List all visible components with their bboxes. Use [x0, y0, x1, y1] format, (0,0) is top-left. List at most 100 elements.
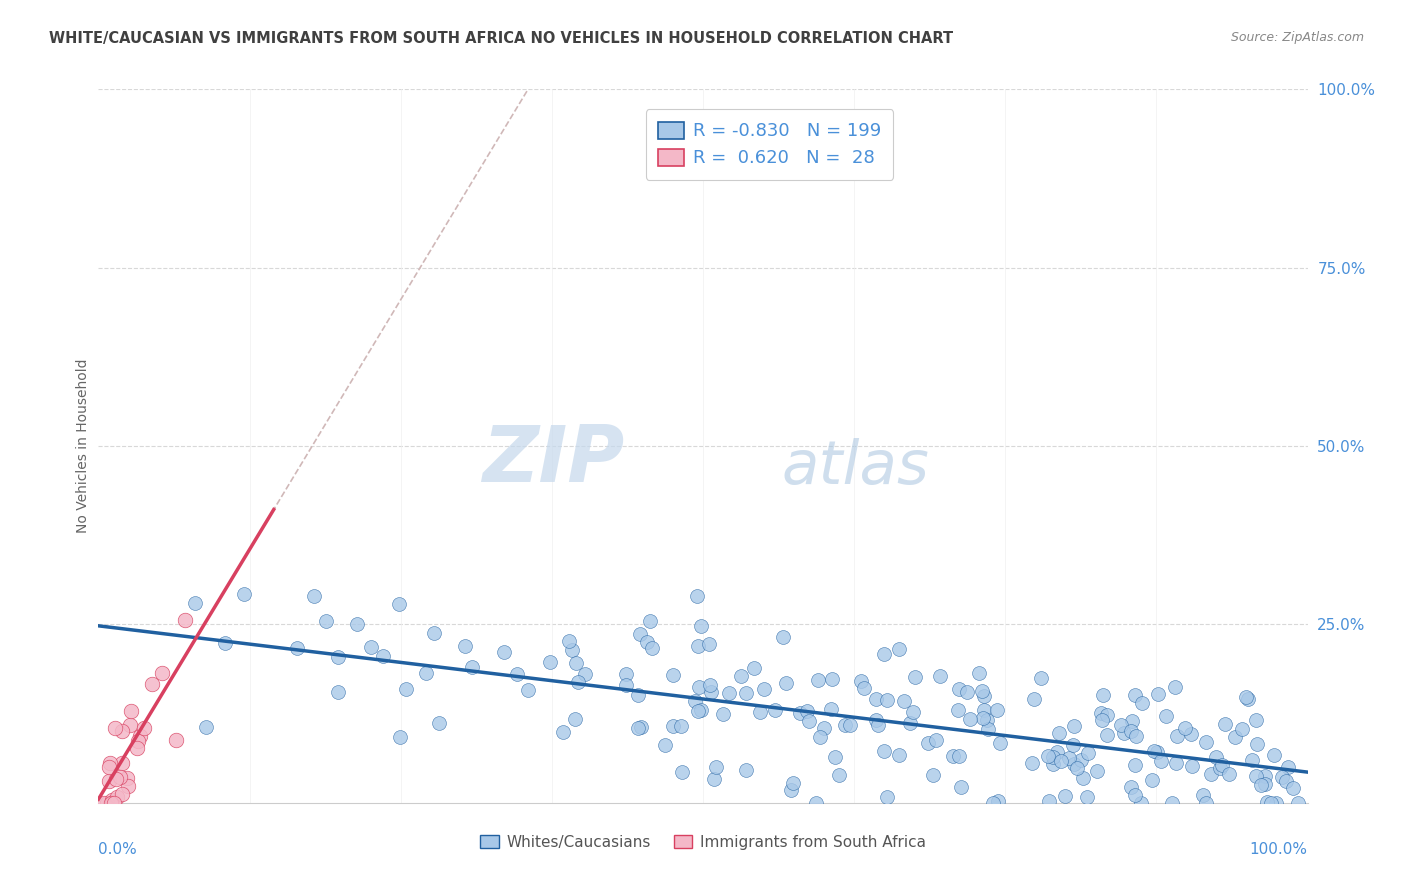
Point: [111, 724, 134, 739]
Point: [893, 694, 915, 708]
Point: [117, 779, 139, 793]
Point: [1244, 714, 1267, 728]
Point: [315, 614, 337, 628]
Point: [1260, 796, 1282, 810]
Point: [1140, 772, 1163, 787]
Point: [120, 718, 142, 732]
Point: [1195, 735, 1218, 749]
Point: [111, 787, 134, 801]
Point: [1191, 788, 1213, 802]
Point: [688, 639, 710, 653]
Point: [1205, 749, 1227, 764]
Point: [97, 760, 120, 774]
Point: [1022, 691, 1045, 706]
Point: [849, 673, 872, 688]
Point: [1123, 689, 1146, 703]
Point: [699, 678, 721, 692]
Point: [98, 756, 121, 770]
Point: [1236, 692, 1258, 706]
Point: [558, 634, 581, 648]
Point: [821, 672, 844, 686]
Point: [551, 724, 574, 739]
Point: [699, 637, 721, 651]
Point: [1282, 781, 1305, 796]
Point: [1095, 707, 1118, 722]
Point: [101, 793, 124, 807]
Point: [538, 655, 561, 669]
Point: [713, 707, 735, 722]
Point: [789, 706, 811, 720]
Point: [1241, 753, 1264, 767]
Point: [735, 685, 758, 699]
Point: [865, 691, 887, 706]
Point: [346, 616, 368, 631]
Point: [103, 796, 125, 810]
Point: [636, 634, 658, 648]
Point: [700, 685, 723, 699]
Point: [942, 748, 965, 763]
Point: [627, 721, 650, 735]
Point: [1063, 719, 1085, 733]
Point: [796, 705, 818, 719]
Point: [128, 729, 150, 743]
Point: [564, 712, 586, 726]
Point: [1066, 761, 1088, 775]
Point: [1090, 706, 1112, 720]
Point: [828, 768, 851, 782]
Point: [302, 589, 325, 603]
Point: [395, 682, 418, 697]
Point: [948, 749, 970, 764]
Text: atlas: atlas: [782, 438, 929, 497]
Point: [494, 646, 516, 660]
Text: 0.0%: 0.0%: [98, 842, 138, 857]
Point: [820, 701, 842, 715]
Point: [853, 681, 876, 695]
Point: [1181, 758, 1204, 772]
Point: [976, 714, 998, 728]
Point: [1042, 756, 1064, 771]
Point: [967, 665, 990, 680]
Point: [1036, 748, 1059, 763]
Point: [956, 685, 979, 699]
Point: [973, 703, 995, 717]
Point: [1265, 796, 1288, 810]
Point: [921, 768, 943, 782]
Point: [173, 613, 195, 627]
Point: [1174, 722, 1197, 736]
Point: [628, 627, 651, 641]
Point: [614, 666, 637, 681]
Point: [1077, 746, 1099, 760]
Point: [360, 640, 382, 655]
Point: [917, 736, 939, 750]
Point: [873, 744, 896, 758]
Point: [654, 739, 676, 753]
Point: [1154, 709, 1177, 723]
Point: [744, 661, 766, 675]
Point: [1180, 727, 1202, 741]
Point: [1046, 745, 1069, 759]
Point: [730, 669, 752, 683]
Point: [782, 775, 804, 789]
Point: [1059, 751, 1081, 765]
Y-axis label: No Vehicles in Household: No Vehicles in Household: [76, 359, 90, 533]
Point: [1121, 714, 1143, 729]
Point: [120, 705, 142, 719]
Point: [689, 703, 711, 717]
Point: [1076, 789, 1098, 804]
Text: Source: ZipAtlas.com: Source: ZipAtlas.com: [1230, 31, 1364, 45]
Point: [1275, 774, 1298, 789]
Point: [950, 780, 973, 795]
Point: [986, 703, 1008, 717]
Point: [1049, 725, 1071, 739]
Point: [105, 772, 128, 787]
Point: [1092, 689, 1115, 703]
Point: [688, 680, 710, 694]
Point: [824, 750, 846, 764]
Point: [813, 721, 835, 735]
Point: [630, 719, 652, 733]
Point: [574, 666, 596, 681]
Point: [1070, 754, 1092, 768]
Point: [415, 666, 437, 681]
Point: [987, 794, 1010, 808]
Point: [1071, 771, 1094, 785]
